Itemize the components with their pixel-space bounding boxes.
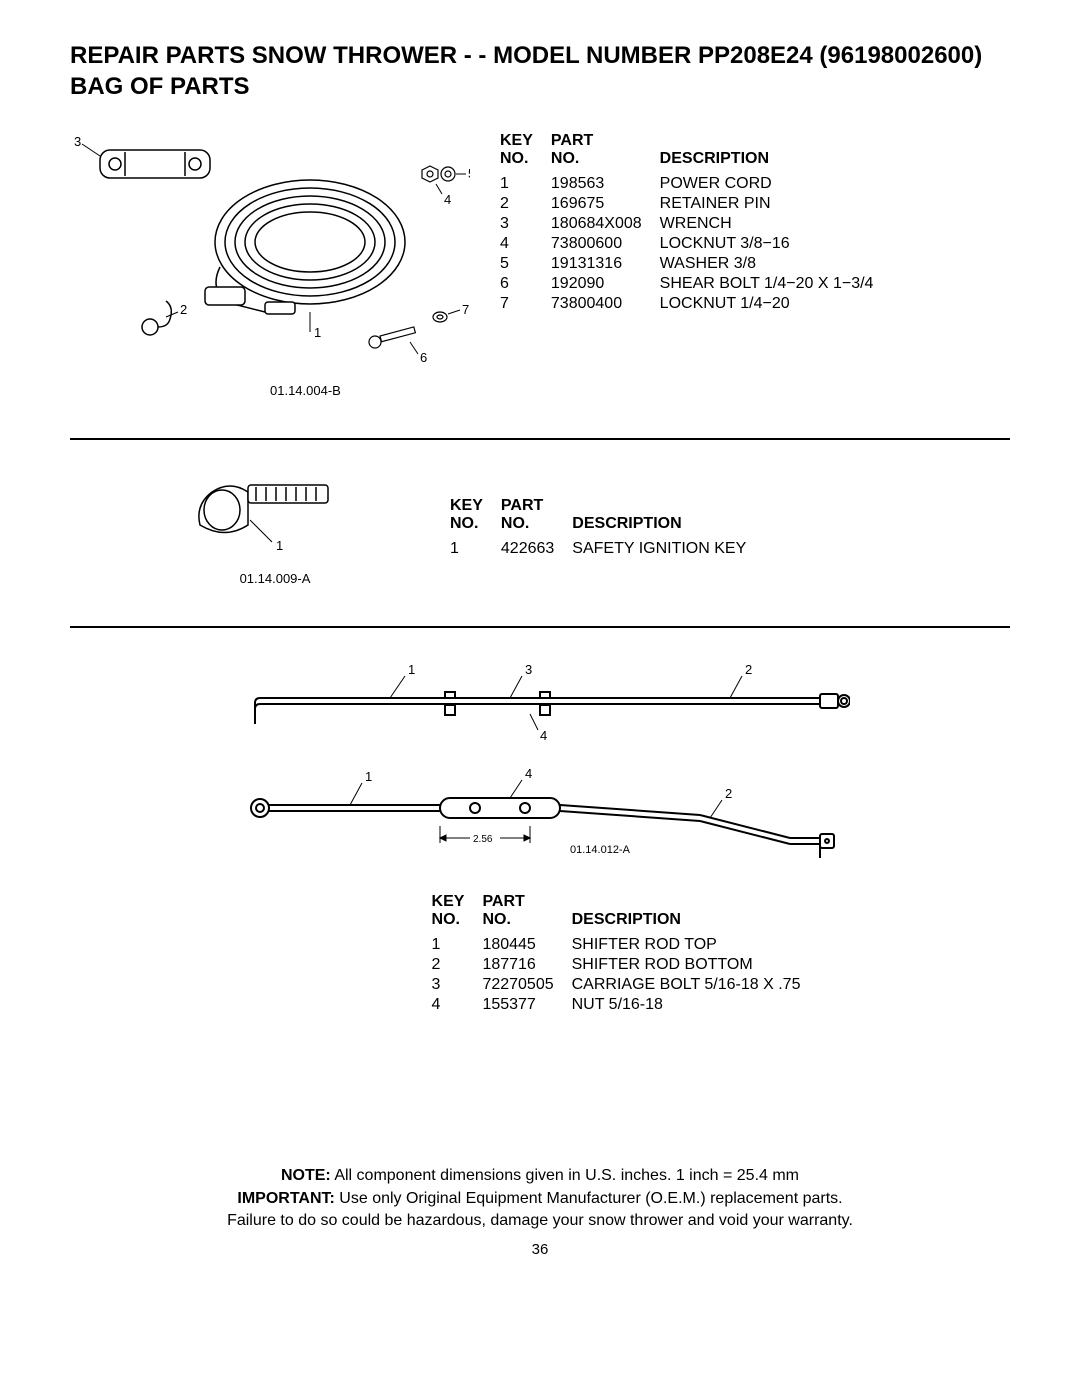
table-row: 4155377NUT 5/16-18 <box>432 995 819 1015</box>
callout-6: 6 <box>420 350 427 365</box>
callout-b2: 2 <box>725 786 732 801</box>
important-label: IMPORTANT: <box>237 1190 334 1207</box>
table-row: 6192090SHEAR BOLT 1/4−20 X 1−3/4 <box>500 274 891 294</box>
diagram-ignition-key: 1 01.14.009-A <box>190 470 360 586</box>
callout-b1: 1 <box>365 769 372 784</box>
dimension-label: 2.56 <box>473 834 493 845</box>
table-row: 519131316WASHER 3/8 <box>500 254 891 274</box>
title-line-1: REPAIR PARTS SNOW THROWER - - MODEL NUMB… <box>70 40 1010 71</box>
callout-3: 3 <box>74 134 81 149</box>
warranty-text: Failure to do so could be hazardous, dam… <box>70 1210 1010 1232</box>
col-key: KEYNO. <box>450 497 501 539</box>
callout-b4: 4 <box>525 766 532 781</box>
section-divider <box>70 438 1010 440</box>
table-row: 3180684X008WRENCH <box>500 214 891 234</box>
callout-7: 7 <box>462 302 469 317</box>
diagram-label-3: 01.14.012-A <box>570 844 631 856</box>
page-title: REPAIR PARTS SNOW THROWER - - MODEL NUMB… <box>70 40 1010 102</box>
table-row: 2169675RETAINER PIN <box>500 194 891 214</box>
col-desc: DESCRIPTION <box>660 132 892 174</box>
col-key: KEYNO. <box>500 132 551 174</box>
section-divider <box>70 626 1010 628</box>
table-row: 1180445SHIFTER ROD TOP <box>432 935 819 955</box>
callout-t1: 1 <box>408 662 415 677</box>
col-key: KEYNO. <box>432 893 483 935</box>
section-shifter-rods: 1 3 2 4 <box>70 638 1010 1045</box>
callout-t4: 4 <box>540 728 547 743</box>
diagram-label-1: 01.14.004-B <box>270 383 470 398</box>
callout-1: 1 <box>314 325 321 340</box>
col-desc: DESCRIPTION <box>572 893 819 935</box>
col-part: PARTNO. <box>501 497 572 539</box>
callout-4: 4 <box>444 192 451 207</box>
note-label: NOTE: <box>281 1167 331 1184</box>
parts-table-1: KEYNO. PARTNO. DESCRIPTION 1198563POWER … <box>500 132 891 314</box>
callout-t2: 2 <box>745 662 752 677</box>
callout-t3: 3 <box>525 662 532 677</box>
diagram-bag-of-parts: 3 1 <box>70 132 470 398</box>
note-text: All component dimensions given in U.S. i… <box>331 1167 799 1184</box>
diagram-shifter-rods: 1 3 2 4 <box>230 658 850 883</box>
title-line-2: BAG OF PARTS <box>70 71 1010 102</box>
table-row: 1422663SAFETY IGNITION KEY <box>450 539 764 559</box>
section-ignition-key: 1 01.14.009-A KEYNO. PARTNO. DESCRIPTION… <box>70 450 1010 616</box>
table-row: 372270505CARRIAGE BOLT 5/16-18 X .75 <box>432 975 819 995</box>
footer-notes: NOTE: All component dimensions given in … <box>70 1165 1010 1232</box>
table-row: 2187716SHIFTER ROD BOTTOM <box>432 955 819 975</box>
diagram-label-2: 01.14.009-A <box>190 571 360 586</box>
col-part: PARTNO. <box>482 893 571 935</box>
col-part: PARTNO. <box>551 132 660 174</box>
table-row: 1198563POWER CORD <box>500 174 891 194</box>
callout-5: 5 <box>468 166 470 181</box>
parts-table-3: KEYNO. PARTNO. DESCRIPTION 1180445SHIFTE… <box>432 893 819 1015</box>
important-text: Use only Original Equipment Manufacturer… <box>335 1190 843 1207</box>
callout-1: 1 <box>276 538 283 553</box>
table-row: 773800400LOCKNUT 1/4−20 <box>500 294 891 314</box>
section-bag-of-parts: 3 1 <box>70 112 1010 428</box>
table-row: 473800600LOCKNUT 3/8−16 <box>500 234 891 254</box>
col-desc: DESCRIPTION <box>572 497 764 539</box>
callout-2: 2 <box>180 302 187 317</box>
page-number: 36 <box>70 1241 1010 1258</box>
parts-table-2: KEYNO. PARTNO. DESCRIPTION 1422663SAFETY… <box>450 497 764 559</box>
